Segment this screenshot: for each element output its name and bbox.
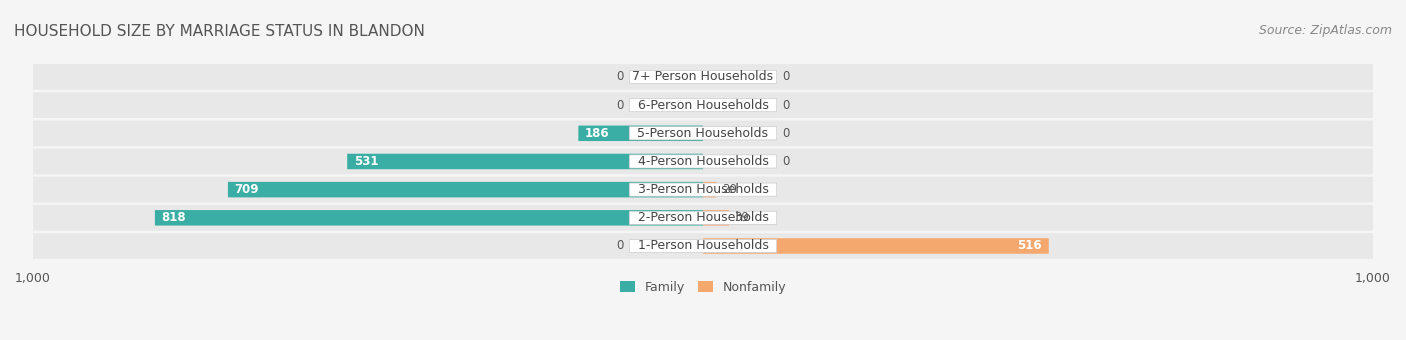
Text: 0: 0 [617, 70, 624, 83]
Text: 6-Person Households: 6-Person Households [637, 99, 769, 112]
Text: 7+ Person Households: 7+ Person Households [633, 70, 773, 83]
FancyBboxPatch shape [630, 183, 776, 196]
FancyBboxPatch shape [703, 238, 1049, 254]
Text: 709: 709 [235, 183, 259, 196]
FancyBboxPatch shape [578, 125, 703, 141]
Text: 0: 0 [617, 239, 624, 253]
FancyBboxPatch shape [32, 149, 1374, 174]
Text: 516: 516 [1018, 239, 1042, 253]
FancyBboxPatch shape [347, 154, 703, 169]
FancyBboxPatch shape [630, 239, 776, 253]
Text: 20: 20 [721, 183, 737, 196]
FancyBboxPatch shape [32, 233, 1374, 259]
FancyBboxPatch shape [630, 70, 776, 84]
Text: 0: 0 [782, 70, 789, 83]
Legend: Family, Nonfamily: Family, Nonfamily [614, 276, 792, 299]
Text: 1-Person Households: 1-Person Households [637, 239, 769, 253]
Text: 818: 818 [162, 211, 186, 224]
Text: 0: 0 [782, 127, 789, 140]
FancyBboxPatch shape [228, 182, 703, 198]
Text: 39: 39 [734, 211, 749, 224]
FancyBboxPatch shape [32, 92, 1374, 118]
Text: 3-Person Households: 3-Person Households [637, 183, 769, 196]
FancyBboxPatch shape [32, 205, 1374, 231]
Text: 0: 0 [617, 99, 624, 112]
Text: 531: 531 [354, 155, 378, 168]
FancyBboxPatch shape [630, 99, 776, 112]
Text: 186: 186 [585, 127, 610, 140]
FancyBboxPatch shape [630, 127, 776, 140]
Text: HOUSEHOLD SIZE BY MARRIAGE STATUS IN BLANDON: HOUSEHOLD SIZE BY MARRIAGE STATUS IN BLA… [14, 24, 425, 39]
FancyBboxPatch shape [630, 155, 776, 168]
Text: 0: 0 [782, 155, 789, 168]
FancyBboxPatch shape [703, 182, 717, 198]
Text: 2-Person Households: 2-Person Households [637, 211, 769, 224]
Text: Source: ZipAtlas.com: Source: ZipAtlas.com [1258, 24, 1392, 37]
Text: 5-Person Households: 5-Person Households [637, 127, 769, 140]
FancyBboxPatch shape [32, 120, 1374, 146]
FancyBboxPatch shape [32, 177, 1374, 202]
Text: 0: 0 [782, 99, 789, 112]
FancyBboxPatch shape [32, 64, 1374, 90]
Text: 4-Person Households: 4-Person Households [637, 155, 769, 168]
FancyBboxPatch shape [703, 210, 730, 225]
FancyBboxPatch shape [630, 211, 776, 224]
FancyBboxPatch shape [155, 210, 703, 225]
